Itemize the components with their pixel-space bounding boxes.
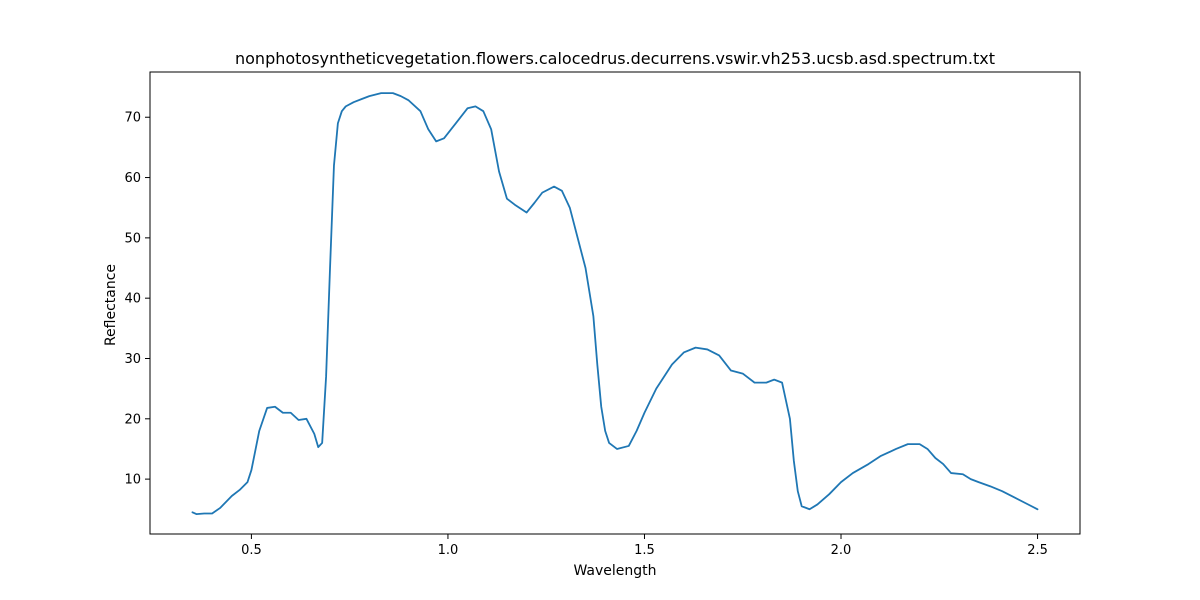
x-tick-label: 2.0 [831,543,852,558]
x-tick-label: 0.5 [241,543,262,558]
y-tick-label: 20 [124,412,141,427]
y-tick-label: 10 [124,473,141,488]
x-tick-label: 1.0 [438,543,459,558]
plot-area-frame [149,71,1081,535]
x-tick-label: 1.5 [634,543,655,558]
y-tick-label: 50 [124,231,141,246]
y-tick-label: 30 [124,352,141,367]
x-tick-label: 2.5 [1027,543,1048,558]
x-axis-ticks: 0.5 1.0 1.5 2.0 2.5 [241,534,1048,558]
y-axis-label: Reflectance [103,264,119,346]
series-line-reflectance [191,92,1039,515]
y-tick-label: 60 [124,171,141,186]
chart-title: nonphotosyntheticvegetation.flowers.calo… [235,49,995,68]
y-axis-ticks: 10 20 30 40 50 60 70 [124,111,150,488]
y-tick-label: 40 [124,292,141,307]
y-tick-label: 70 [124,111,141,126]
x-axis-label: Wavelength [573,563,656,579]
